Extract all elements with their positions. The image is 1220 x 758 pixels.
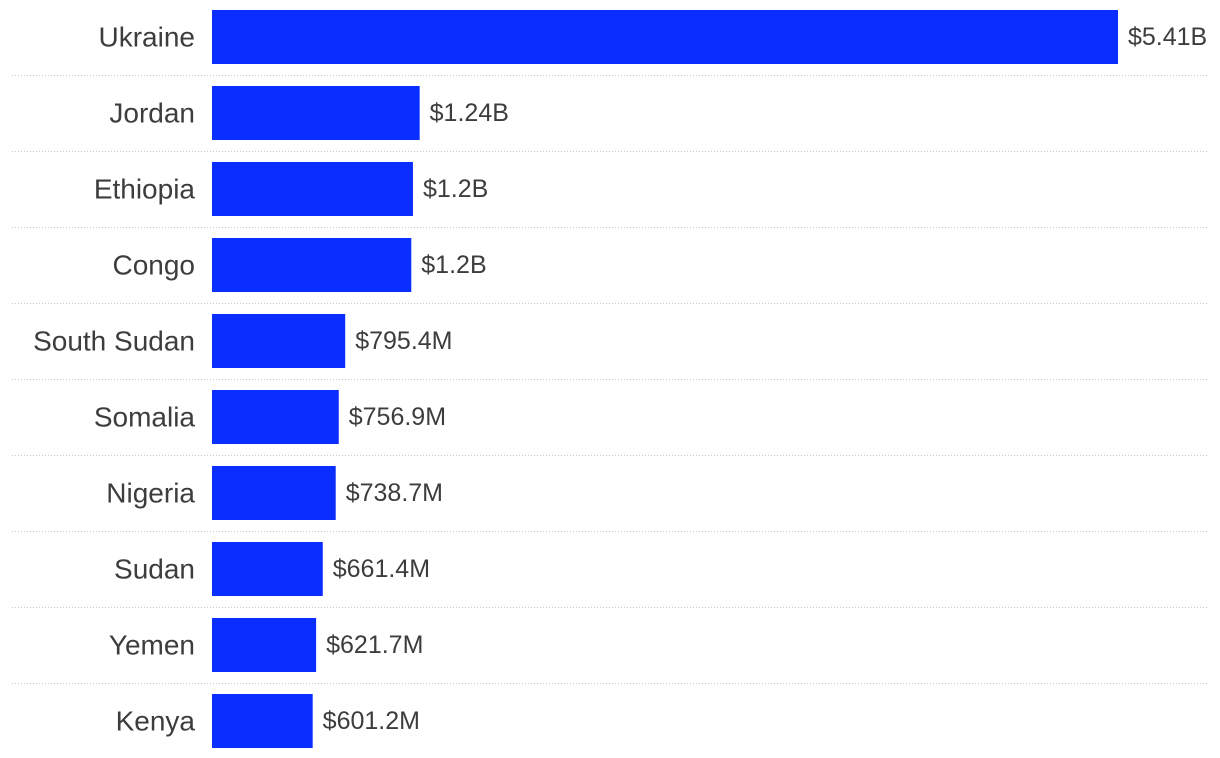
bar-congo	[212, 238, 412, 292]
bar-yemen	[212, 618, 317, 672]
value-label: $1.24B	[430, 99, 509, 127]
bar-jordan	[212, 86, 420, 140]
bar-south-sudan	[212, 314, 346, 368]
bar-sudan	[212, 542, 323, 596]
bar-ethiopia	[212, 162, 413, 216]
value-label: $738.7M	[346, 479, 443, 507]
category-label: Somalia	[94, 402, 196, 433]
bar-kenya	[212, 694, 313, 748]
value-label: $661.4M	[333, 555, 430, 583]
category-label: Ethiopia	[94, 174, 196, 205]
bar-nigeria	[212, 466, 336, 520]
category-label: South Sudan	[33, 326, 195, 357]
category-label: Jordan	[109, 98, 195, 129]
value-label: $1.2B	[421, 251, 486, 279]
category-label: Ukraine	[99, 22, 195, 53]
value-label: $601.2M	[323, 707, 420, 735]
bar-somalia	[212, 390, 339, 444]
value-label: $795.4M	[355, 327, 452, 355]
value-label: $1.2B	[423, 175, 488, 203]
category-label: Congo	[112, 250, 195, 281]
chart-rows: Ukraine $5.41B Jordan $1.24B Ethiopia $1.2B Co…	[12, 10, 1208, 748]
value-label: $621.7M	[326, 631, 423, 659]
category-label: Yemen	[109, 630, 195, 661]
value-label: $756.9M	[349, 403, 446, 431]
category-label: Kenya	[116, 706, 196, 737]
category-label: Sudan	[114, 554, 195, 585]
bar-ukraine	[212, 10, 1118, 64]
value-label: $5.41B	[1128, 23, 1207, 51]
category-label: Nigeria	[106, 478, 195, 509]
